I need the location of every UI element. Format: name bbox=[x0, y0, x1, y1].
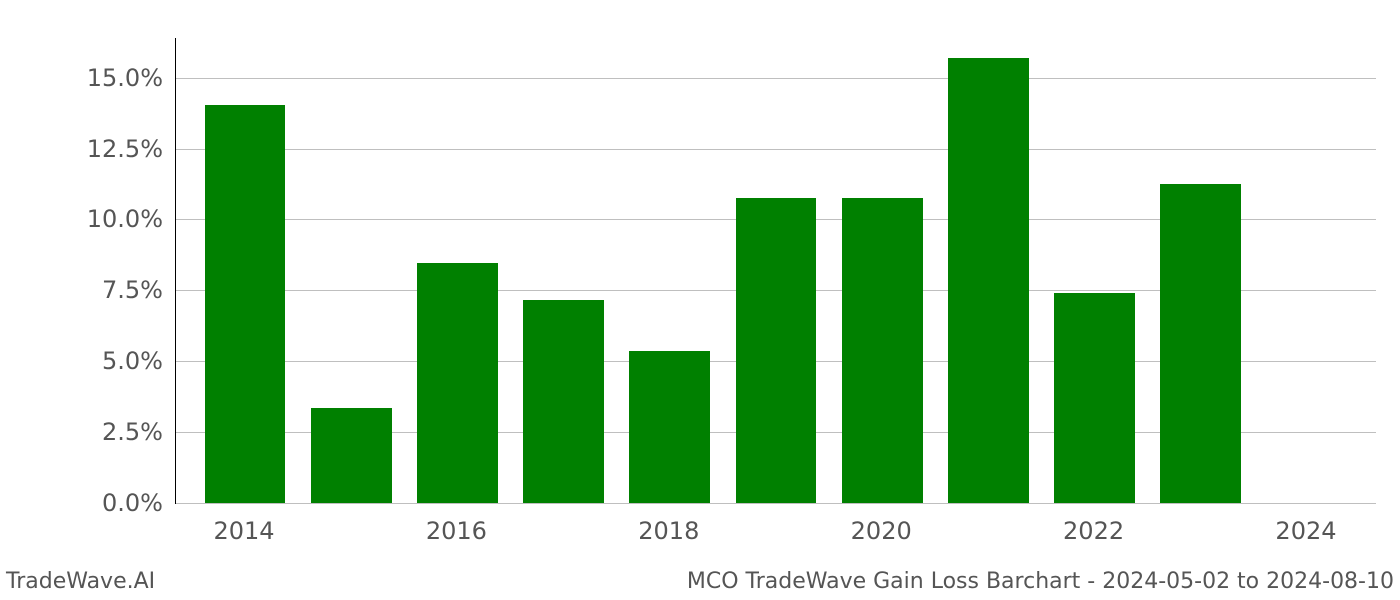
bar bbox=[417, 263, 498, 503]
y-tick-label: 10.0% bbox=[0, 205, 163, 233]
x-tick-label: 2020 bbox=[851, 517, 912, 545]
bar bbox=[842, 198, 923, 503]
footer-left-label: TradeWave.AI bbox=[6, 569, 155, 594]
y-tick-label: 5.0% bbox=[0, 347, 163, 375]
bar bbox=[629, 351, 710, 503]
y-tick-label: 12.5% bbox=[0, 135, 163, 163]
gridline bbox=[176, 149, 1376, 150]
bar bbox=[311, 408, 392, 503]
y-tick-label: 0.0% bbox=[0, 489, 163, 517]
bar bbox=[523, 300, 604, 503]
x-tick-label: 2014 bbox=[213, 517, 274, 545]
bar bbox=[1160, 184, 1241, 503]
y-tick-label: 15.0% bbox=[0, 64, 163, 92]
y-tick-label: 7.5% bbox=[0, 276, 163, 304]
footer-right-label: MCO TradeWave Gain Loss Barchart - 2024-… bbox=[687, 569, 1394, 594]
x-tick-label: 2016 bbox=[426, 517, 487, 545]
x-tick-label: 2018 bbox=[638, 517, 699, 545]
figure: TradeWave.AI MCO TradeWave Gain Loss Bar… bbox=[0, 0, 1400, 600]
bar bbox=[948, 58, 1029, 503]
bar bbox=[205, 105, 286, 503]
x-tick-label: 2024 bbox=[1275, 517, 1336, 545]
bar bbox=[1054, 293, 1135, 503]
x-tick-label: 2022 bbox=[1063, 517, 1124, 545]
gridline bbox=[176, 78, 1376, 79]
plot-area bbox=[175, 38, 1376, 504]
gridline bbox=[176, 503, 1376, 504]
bar bbox=[736, 198, 817, 503]
y-tick-label: 2.5% bbox=[0, 418, 163, 446]
